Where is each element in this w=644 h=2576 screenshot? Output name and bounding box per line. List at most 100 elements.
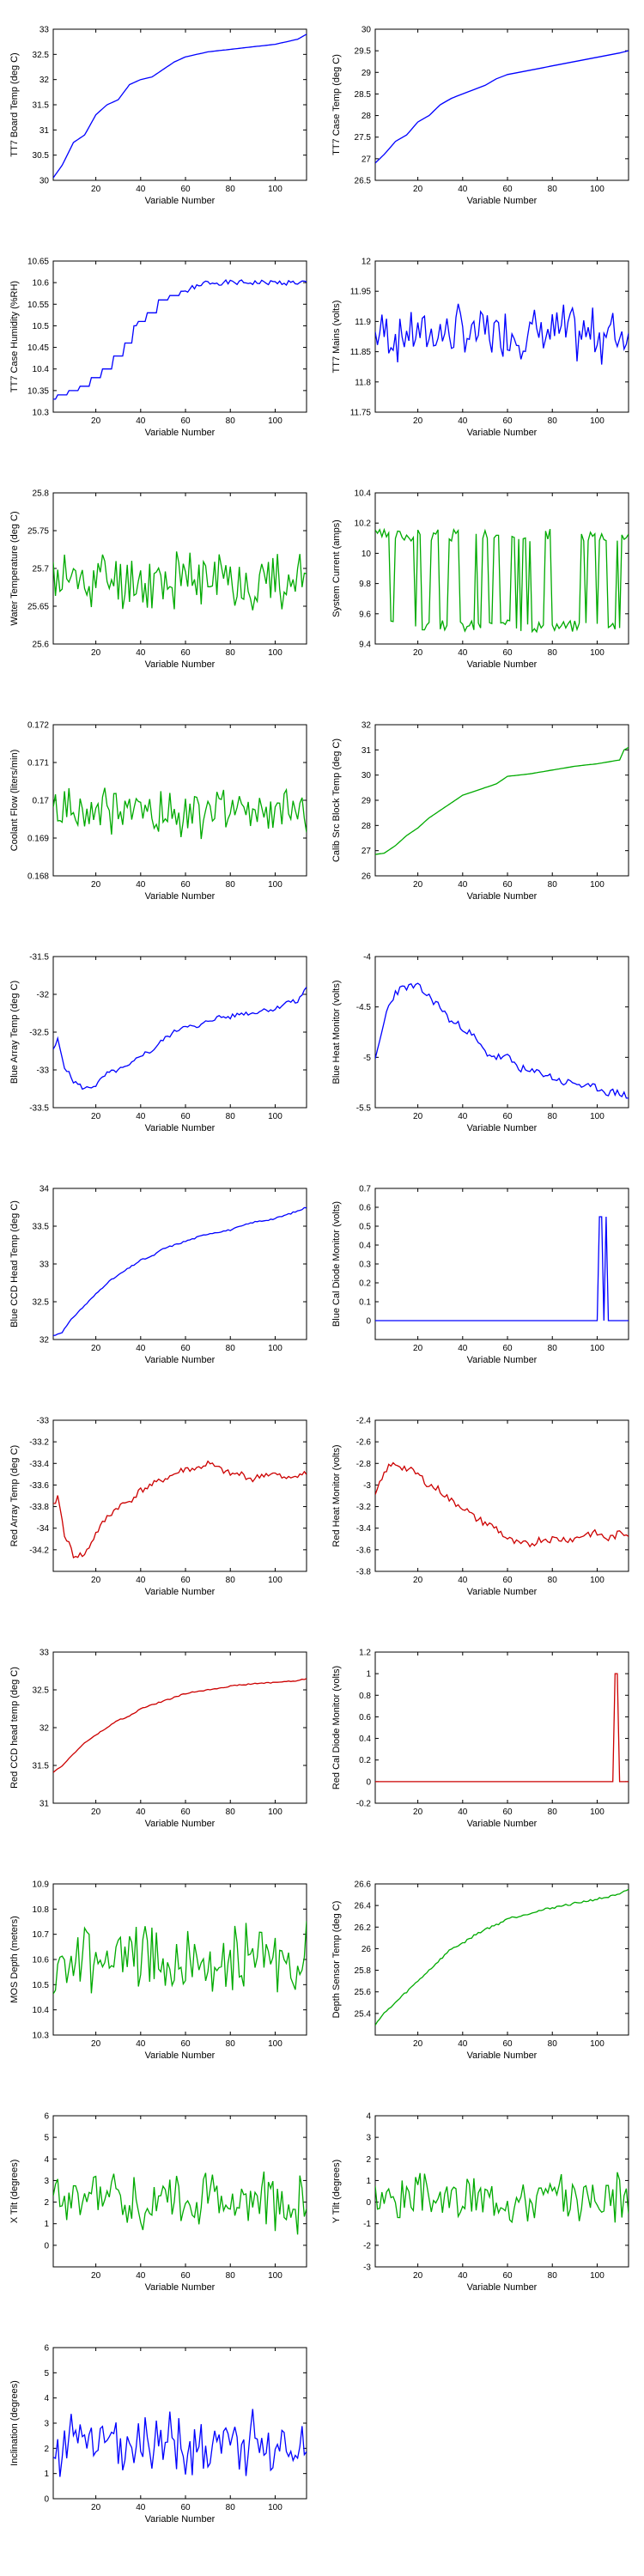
series-line xyxy=(53,2409,307,2477)
x-axis-label: Variable Number xyxy=(145,1123,216,1133)
series-line xyxy=(375,1461,629,1548)
chart-panel: -3.8 -3.6 -3.4 -3.2 -3 -2.8 -2.6 -2.4 20 40 60 80 10… xyxy=(322,1391,644,1623)
y-tick-label: -5.5 xyxy=(356,1104,372,1114)
y-tick-label: 2 xyxy=(366,2155,371,2165)
y-tick-label: 33 xyxy=(39,1261,50,1270)
y-tick-label: -0.2 xyxy=(356,1800,372,1809)
x-tick-label: 20 xyxy=(91,1112,101,1121)
x-tick-label: 40 xyxy=(458,2039,468,2049)
line-chart: 0.168 0.169 0.17 0.171 0.172 20 40 60 80 100 Varia… xyxy=(9,721,307,902)
x-tick-label: 100 xyxy=(268,1807,283,1817)
y-tick-label: -32 xyxy=(37,991,50,1000)
chart-panel: 25.6 25.65 25.7 25.75 25.8 20 40 60 80 100 Variabl… xyxy=(0,464,322,696)
y-axis-label: TT7 Mains (volts) xyxy=(331,301,342,374)
x-tick-label: 60 xyxy=(502,648,513,658)
y-tick-label: -33.6 xyxy=(29,1481,49,1491)
x-tick-label: 60 xyxy=(180,880,191,890)
y-tick-label: 11.9 xyxy=(355,318,371,327)
y-tick-label: 10.6 xyxy=(33,279,50,289)
y-tick-label: 0.3 xyxy=(359,1261,371,1270)
x-tick-label: 80 xyxy=(548,648,558,658)
x-tick-label: 40 xyxy=(136,2039,146,2049)
x-tick-label: 100 xyxy=(268,1576,283,1585)
chart-panel: 30 30.5 31 31.5 32 32.5 33 20 40 60 80 100 Variable … xyxy=(0,0,322,232)
y-tick-label: 11.8 xyxy=(355,378,371,387)
chart-panel: 25.4 25.6 25.8 26 26.2 26.4 26.6 20 40 60 80 100 Var… xyxy=(322,1855,644,2087)
x-axis-label: Variable Number xyxy=(145,428,216,438)
y-tick-label: 25.8 xyxy=(33,489,50,499)
x-tick-label: 40 xyxy=(458,1112,468,1121)
x-tick-label: 60 xyxy=(180,1807,191,1817)
y-tick-label: -34 xyxy=(37,1524,50,1534)
y-tick-label: -33.2 xyxy=(29,1438,49,1448)
x-tick-label: 100 xyxy=(268,2271,283,2281)
plot-frame xyxy=(52,1651,307,1804)
y-tick-label: 0.4 xyxy=(359,1242,371,1251)
y-axis-label: Red CCD head temp (deg C) xyxy=(9,1667,20,1789)
x-axis-label: Variable Number xyxy=(467,196,538,206)
y-tick-label: -33.8 xyxy=(29,1503,49,1512)
y-tick-label: 10.4 xyxy=(33,365,50,374)
y-tick-label: -2 xyxy=(363,2241,371,2251)
y-tick-label: -5 xyxy=(363,1054,371,1063)
y-tick-label: 0 xyxy=(366,1777,371,1787)
chart-panel: 31 31.5 32 32.5 33 20 40 60 80 100 Variable Number… xyxy=(0,1623,322,1855)
y-tick-label: 33 xyxy=(39,26,50,35)
x-tick-label: 40 xyxy=(458,880,468,890)
y-tick-label: 0.2 xyxy=(359,1756,371,1765)
y-tick-label: 10 xyxy=(361,550,372,559)
x-tick-label: 40 xyxy=(458,2271,468,2281)
y-tick-label: 32 xyxy=(39,76,50,85)
y-tick-label: 25.6 xyxy=(33,641,50,650)
y-tick-label: 0.5 xyxy=(359,1223,371,1232)
plot-frame xyxy=(374,1419,629,1572)
x-tick-label: 80 xyxy=(548,2039,558,2049)
y-tick-label: 10.8 xyxy=(33,1905,50,1915)
y-tick-label: 10.2 xyxy=(355,519,372,529)
x-tick-label: 20 xyxy=(413,2039,423,2049)
x-tick-label: 100 xyxy=(590,185,605,194)
x-tick-label: 20 xyxy=(91,2271,101,2281)
y-tick-label: 32 xyxy=(39,1724,50,1734)
x-tick-label: 80 xyxy=(226,2271,236,2281)
y-tick-label: 28 xyxy=(361,112,372,121)
y-tick-label: -1 xyxy=(363,2220,371,2229)
y-tick-label: 10.5 xyxy=(33,322,50,331)
chart-panel: -34.2 -34 -33.8 -33.6 -33.4 -33.2 -33 20 40 60 80 1… xyxy=(0,1391,322,1623)
x-axis-label: Variable Number xyxy=(145,2050,216,2061)
y-axis-label: TT7 Board Temp (deg C) xyxy=(9,52,20,156)
x-tick-label: 60 xyxy=(502,2271,513,2281)
y-tick-label: 0.171 xyxy=(27,759,49,769)
y-tick-label: -3.4 xyxy=(356,1524,372,1534)
y-axis-label: System Current (amps) xyxy=(331,519,342,617)
line-chart: 11.75 11.8 11.85 11.9 11.95 12 20 40 60 80 100 Vari… xyxy=(331,258,629,438)
y-tick-label: 2 xyxy=(44,2445,49,2454)
y-axis-label: Inclination (degrees) xyxy=(9,2380,20,2466)
y-tick-label: 3 xyxy=(44,2420,49,2429)
y-tick-label: 10.3 xyxy=(33,2032,50,2041)
x-tick-label: 20 xyxy=(413,1807,423,1817)
plot-frame xyxy=(52,492,307,645)
y-axis-label: Blue Heat Monitor (volts) xyxy=(331,980,342,1084)
chart-panel: 26 27 28 29 30 31 32 20 40 60 80 100 Variable Number… xyxy=(322,696,644,927)
y-tick-label: 25.75 xyxy=(27,527,49,537)
y-tick-label: 26.5 xyxy=(355,177,372,186)
y-tick-label: 29.5 xyxy=(355,47,372,57)
y-tick-label: 4 xyxy=(44,2394,49,2403)
y-tick-label: 10.65 xyxy=(27,258,49,267)
x-tick-label: 100 xyxy=(590,416,605,426)
x-tick-label: 20 xyxy=(91,1807,101,1817)
x-tick-label: 80 xyxy=(548,185,558,194)
x-tick-label: 100 xyxy=(590,2271,605,2281)
series-line xyxy=(375,2172,629,2224)
x-tick-label: 40 xyxy=(136,2503,146,2512)
x-axis-label: Variable Number xyxy=(467,2282,538,2293)
y-axis-label: Depth Sensor Temp (deg C) xyxy=(331,1901,342,2019)
line-chart: 9.4 9.6 9.8 10 10.2 10.4 20 40 60 80 100 Variable N… xyxy=(331,489,629,670)
y-tick-label: 12 xyxy=(361,258,372,267)
plot-frame xyxy=(52,724,307,877)
y-axis-label: Blue CCD Head Temp (deg C) xyxy=(9,1200,20,1327)
y-tick-label: 30 xyxy=(361,26,372,35)
x-tick-label: 20 xyxy=(413,1112,423,1121)
y-tick-label: 9.6 xyxy=(359,610,371,619)
